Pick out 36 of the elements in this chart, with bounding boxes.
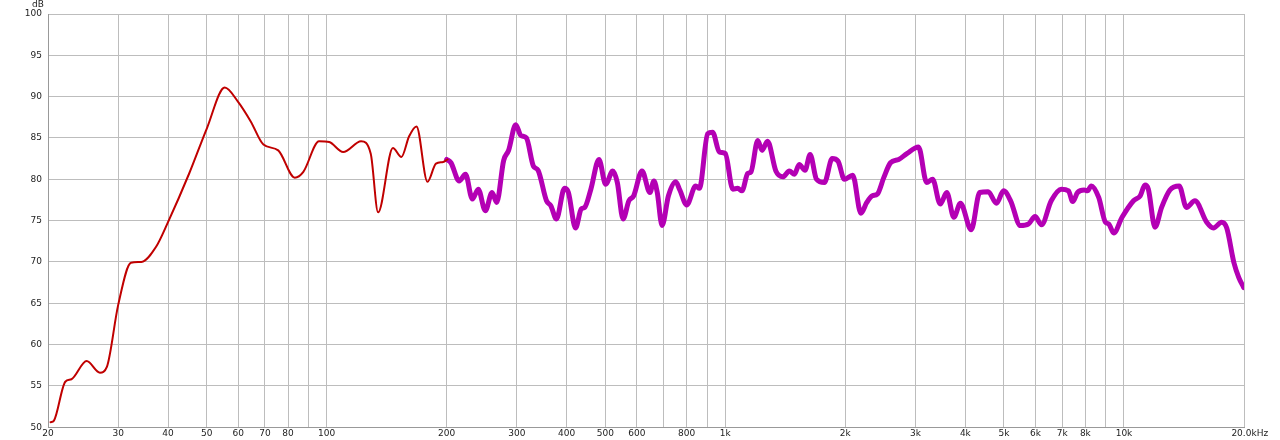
x-tick-label: 2k [839,427,852,438]
x-tick-label: 40 [162,427,175,438]
x-tick-label: 8k [1079,427,1092,438]
x-tick-label: 80 [282,427,295,438]
x-tick-label: 6k [1030,427,1042,438]
x-tick-label: 600 [628,427,646,438]
x-tick-label: 30 [112,427,125,438]
y-tick-label: 75 [30,214,42,225]
y-tick-label: 70 [30,256,43,267]
x-tick-label: 7k [1056,427,1069,438]
y-tick-label: 90 [30,90,43,101]
x-tick-label: 4k [959,427,972,438]
x-tick-label: 50 [200,427,213,438]
x-tick-label: 60 [232,427,245,438]
x-tick-label: 200 [438,427,456,438]
x-tick-label: 10k [1115,427,1134,438]
y-tick-label: 60 [30,338,43,349]
x-tick-label: 800 [678,427,696,438]
y-tick-label: 80 [30,173,43,184]
y-tick-label: 65 [30,297,42,308]
x-axis-title: Hz [1256,428,1269,439]
x-tick-label: 400 [558,427,576,438]
y-tick-label: 95 [30,49,42,60]
y-tick-label: 85 [30,132,42,143]
x-tick-label: 300 [508,427,526,438]
y-tick-label: 100 [24,8,43,19]
x-tick-label: 3k [910,427,922,438]
x-tick-label: 70 [259,427,271,438]
x-tick-label: 20 [42,427,54,438]
x-tick-label: 100 [318,427,336,438]
y-tick-label: 55 [30,380,42,391]
x-tick-label: 20.0k [1231,427,1258,438]
x-tick-label: 500 [596,427,615,438]
x-tick-label: 5k [998,427,1011,438]
x-tick-label: 1k [719,427,732,438]
y-axis-title: dB [32,0,44,9]
